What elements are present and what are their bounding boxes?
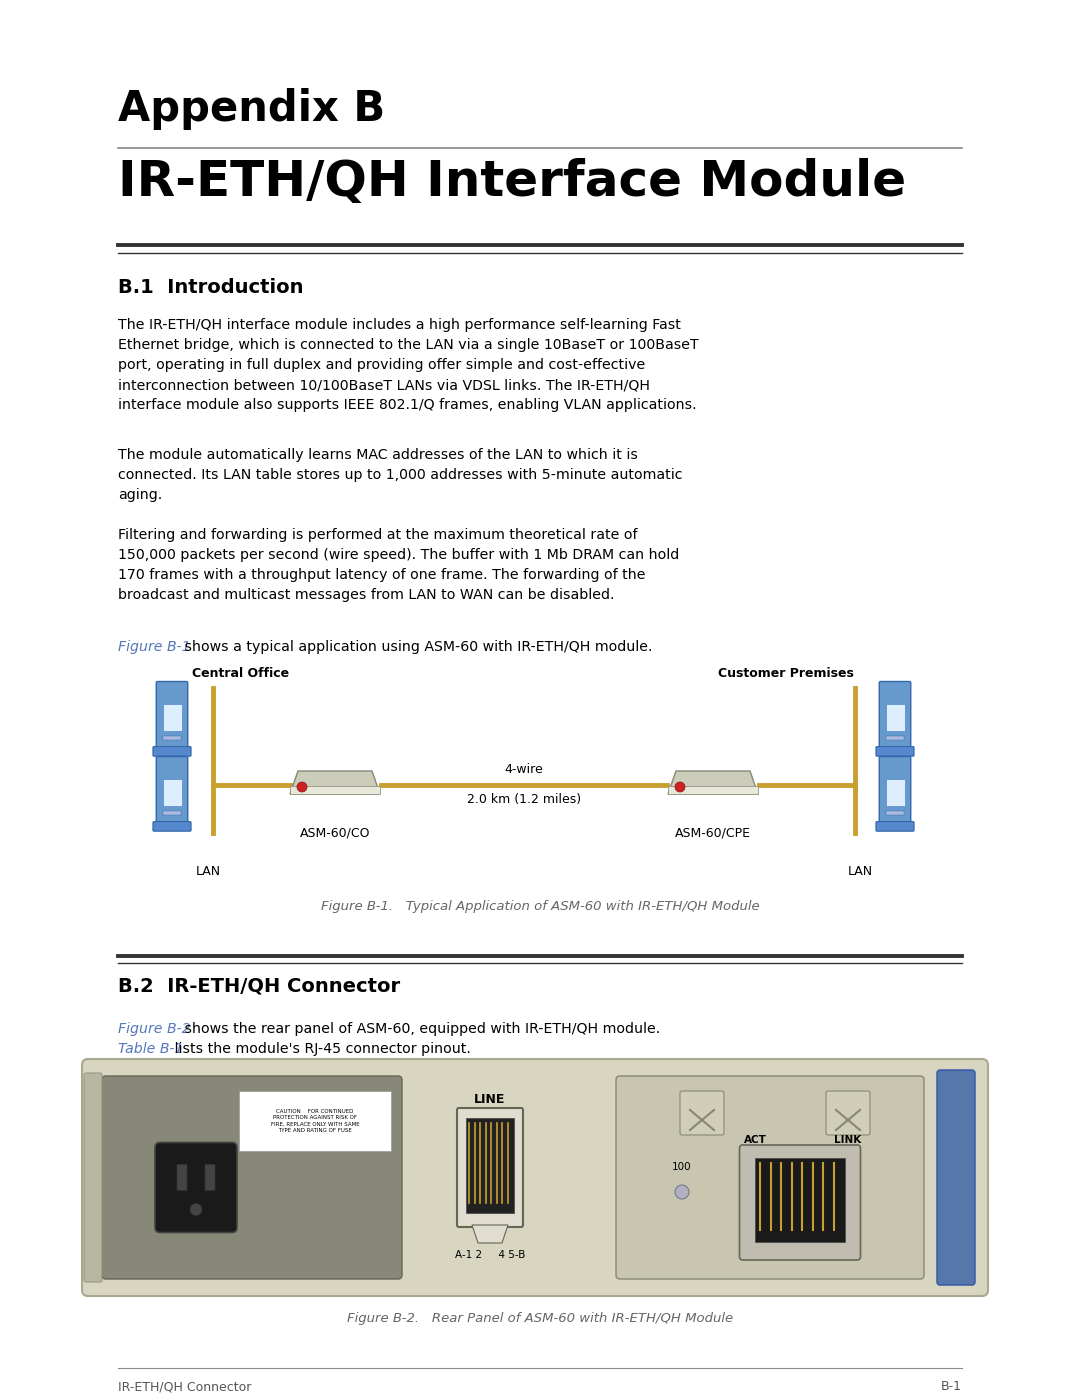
FancyBboxPatch shape: [239, 1091, 391, 1151]
FancyBboxPatch shape: [937, 1070, 975, 1285]
Circle shape: [675, 1185, 689, 1199]
Text: Figure B-2: Figure B-2: [118, 1023, 191, 1037]
Text: 4-wire: 4-wire: [504, 763, 543, 775]
Text: Figure B-1.   Typical Application of ASM-60 with IR-ETH/QH Module: Figure B-1. Typical Application of ASM-6…: [321, 900, 759, 914]
Text: shows a typical application using ASM-60 with IR-ETH/QH module.: shows a typical application using ASM-60…: [180, 640, 652, 654]
Text: shows the rear panel of ASM-60, equipped with IR-ETH/QH module.: shows the rear panel of ASM-60, equipped…: [180, 1023, 660, 1037]
FancyBboxPatch shape: [153, 746, 191, 756]
Text: ASM-60/CO: ASM-60/CO: [300, 827, 370, 840]
FancyBboxPatch shape: [887, 812, 904, 814]
Text: LAN: LAN: [848, 865, 873, 877]
Circle shape: [297, 782, 307, 792]
FancyBboxPatch shape: [680, 1091, 724, 1134]
FancyBboxPatch shape: [205, 1165, 215, 1190]
Text: A-1 2     4 5-B: A-1 2 4 5-B: [455, 1250, 525, 1260]
Text: CAUTION    FOR CONTINUED
PROTECTION AGAINST RISK OF
FIRE, REPLACE ONLY WITH SAME: CAUTION FOR CONTINUED PROTECTION AGAINST…: [271, 1109, 360, 1133]
FancyBboxPatch shape: [755, 1158, 845, 1242]
Text: Filtering and forwarding is performed at the maximum theoretical rate of
150,000: Filtering and forwarding is performed at…: [118, 528, 679, 602]
Text: B-1: B-1: [941, 1380, 962, 1393]
Text: Customer Premises: Customer Premises: [718, 666, 854, 680]
FancyBboxPatch shape: [879, 682, 910, 749]
FancyBboxPatch shape: [876, 821, 914, 831]
Text: IR-ETH/QH Connector: IR-ETH/QH Connector: [118, 1380, 252, 1393]
Polygon shape: [669, 771, 758, 793]
FancyBboxPatch shape: [163, 812, 180, 814]
FancyBboxPatch shape: [886, 704, 905, 731]
Text: Figure B-2.   Rear Panel of ASM-60 with IR-ETH/QH Module: Figure B-2. Rear Panel of ASM-60 with IR…: [347, 1312, 733, 1324]
Polygon shape: [472, 1225, 508, 1243]
FancyBboxPatch shape: [465, 1118, 514, 1213]
FancyBboxPatch shape: [156, 1143, 237, 1232]
Text: Central Office: Central Office: [192, 666, 289, 680]
Text: ACT: ACT: [743, 1134, 767, 1146]
Text: Figure B-1: Figure B-1: [118, 640, 191, 654]
Text: Appendix B: Appendix B: [118, 88, 386, 130]
Text: 100: 100: [672, 1162, 692, 1172]
Text: B.1  Introduction: B.1 Introduction: [118, 278, 303, 298]
Text: LAN: LAN: [195, 865, 220, 877]
FancyBboxPatch shape: [886, 780, 905, 806]
Circle shape: [190, 1203, 202, 1215]
FancyBboxPatch shape: [177, 1165, 187, 1190]
FancyBboxPatch shape: [616, 1076, 924, 1280]
FancyBboxPatch shape: [153, 821, 191, 831]
FancyBboxPatch shape: [163, 736, 180, 740]
FancyBboxPatch shape: [157, 757, 188, 824]
Text: B.2  IR-ETH/QH Connector: B.2 IR-ETH/QH Connector: [118, 977, 400, 996]
FancyBboxPatch shape: [826, 1091, 870, 1134]
FancyBboxPatch shape: [162, 704, 181, 731]
Polygon shape: [669, 787, 758, 793]
Polygon shape: [291, 771, 380, 793]
FancyBboxPatch shape: [162, 780, 181, 806]
FancyBboxPatch shape: [157, 682, 188, 749]
Circle shape: [675, 782, 685, 792]
Text: LINK: LINK: [835, 1134, 862, 1146]
Text: 2.0 km (1.2 miles): 2.0 km (1.2 miles): [467, 793, 581, 806]
Text: LINE: LINE: [474, 1092, 505, 1106]
Text: lists the module's RJ-45 connector pinout.: lists the module's RJ-45 connector pinou…: [170, 1042, 471, 1056]
FancyBboxPatch shape: [879, 757, 910, 824]
FancyBboxPatch shape: [887, 736, 904, 740]
FancyBboxPatch shape: [740, 1146, 861, 1260]
Polygon shape: [291, 787, 380, 793]
Text: Table B-1: Table B-1: [118, 1042, 184, 1056]
Text: The IR-ETH/QH interface module includes a high performance self-learning Fast
Et: The IR-ETH/QH interface module includes …: [118, 319, 699, 412]
FancyBboxPatch shape: [82, 1059, 988, 1296]
FancyBboxPatch shape: [457, 1108, 523, 1227]
FancyBboxPatch shape: [876, 746, 914, 756]
Text: The module automatically learns MAC addresses of the LAN to which it is
connecte: The module automatically learns MAC addr…: [118, 448, 683, 502]
Text: IR-ETH/QH Interface Module: IR-ETH/QH Interface Module: [118, 158, 906, 205]
FancyBboxPatch shape: [84, 1073, 102, 1282]
Text: ASM-60/CPE: ASM-60/CPE: [675, 827, 751, 840]
FancyBboxPatch shape: [102, 1076, 402, 1280]
